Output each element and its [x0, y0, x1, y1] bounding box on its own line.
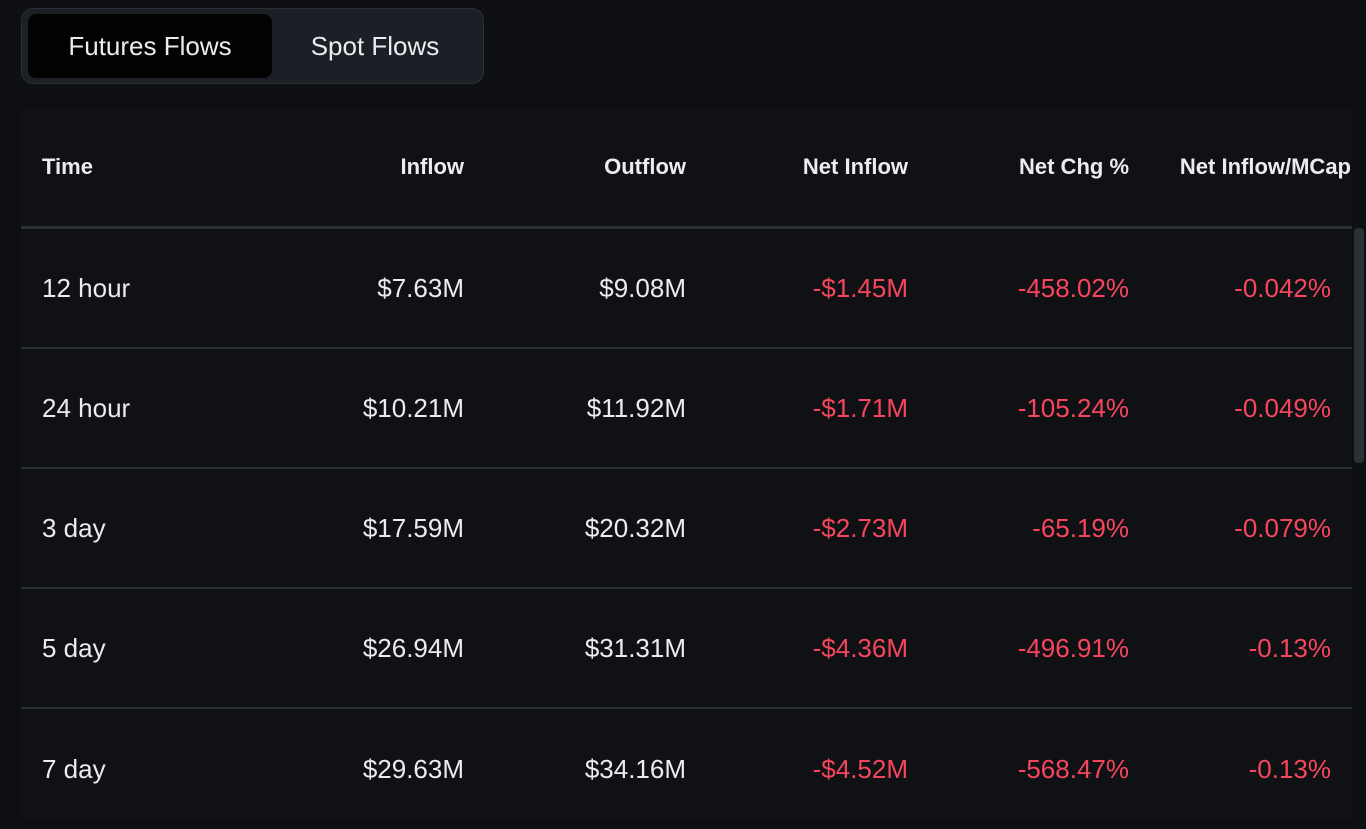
cell-inflow: $10.21M [362, 392, 464, 423]
header-net-chg[interactable]: Net Chg % [1019, 154, 1129, 179]
cell-outflow: $34.16M [584, 753, 686, 784]
table-scrollbar[interactable] [1352, 228, 1366, 820]
scrollbar-thumb[interactable] [1354, 228, 1364, 463]
cell-net-inflow: -$1.71M [812, 392, 908, 423]
cell-net-chg: -568.47% [1017, 753, 1129, 784]
flow-type-tabs: Futures Flows Spot Flows [21, 8, 484, 84]
table-row: 5 day $26.94M $31.31M -$4.36M -496.91% -… [21, 589, 1352, 709]
cell-net-inflow-mcap: -0.13% [1248, 632, 1331, 663]
cell-net-inflow-mcap: -0.13% [1248, 753, 1331, 784]
header-time[interactable]: Time [42, 154, 93, 179]
tab-spot-flows[interactable]: Spot Flows [310, 30, 440, 61]
table-header: Time Inflow Outflow Net Inflow Net Chg %… [21, 108, 1352, 229]
cell-net-inflow: -$2.73M [812, 512, 908, 543]
cell-net-chg: -458.02% [1017, 272, 1129, 303]
cell-outflow: $20.32M [584, 512, 686, 543]
cell-net-chg: -105.24% [1017, 392, 1129, 423]
cell-time: 3 day [42, 512, 106, 543]
cell-time: 24 hour [42, 392, 131, 423]
cell-outflow: $9.08M [599, 272, 686, 303]
header-net-inflow-mcap[interactable]: Net Inflow/MCap [1179, 154, 1351, 179]
cell-net-inflow: -$1.45M [812, 272, 908, 303]
table-row: 12 hour $7.63M $9.08M -$1.45M -458.02% -… [21, 229, 1352, 349]
header-net-inflow[interactable]: Net Inflow [802, 154, 908, 179]
cell-net-inflow-mcap: -0.079% [1234, 512, 1331, 543]
cell-net-inflow: -$4.52M [812, 753, 908, 784]
flows-table: Time Inflow Outflow Net Inflow Net Chg %… [21, 108, 1352, 820]
tab-futures-flows[interactable]: Futures Flows [28, 14, 272, 78]
cell-net-inflow-mcap: -0.049% [1234, 392, 1331, 423]
cell-net-chg: -65.19% [1032, 512, 1129, 543]
cell-inflow: $29.63M [362, 753, 464, 784]
cell-time: 7 day [42, 753, 106, 784]
table-row: 3 day $17.59M $20.32M -$2.73M -65.19% -0… [21, 469, 1352, 589]
cell-time: 12 hour [42, 272, 131, 303]
header-inflow[interactable]: Inflow [400, 154, 464, 179]
cell-net-inflow: -$4.36M [812, 632, 908, 663]
cell-inflow: $7.63M [377, 272, 464, 303]
table-row: 24 hour $10.21M $11.92M -$1.71M -105.24%… [21, 349, 1352, 469]
cell-inflow: $17.59M [362, 512, 464, 543]
cell-net-chg: -496.91% [1017, 632, 1129, 663]
header-outflow[interactable]: Outflow [604, 154, 686, 179]
cell-time: 5 day [42, 632, 106, 663]
cell-inflow: $26.94M [362, 632, 464, 663]
cell-outflow: $31.31M [584, 632, 686, 663]
table-row: 7 day $29.63M $34.16M -$4.52M -568.47% -… [21, 709, 1352, 829]
cell-net-inflow-mcap: -0.042% [1234, 272, 1331, 303]
cell-outflow: $11.92M [586, 392, 686, 423]
